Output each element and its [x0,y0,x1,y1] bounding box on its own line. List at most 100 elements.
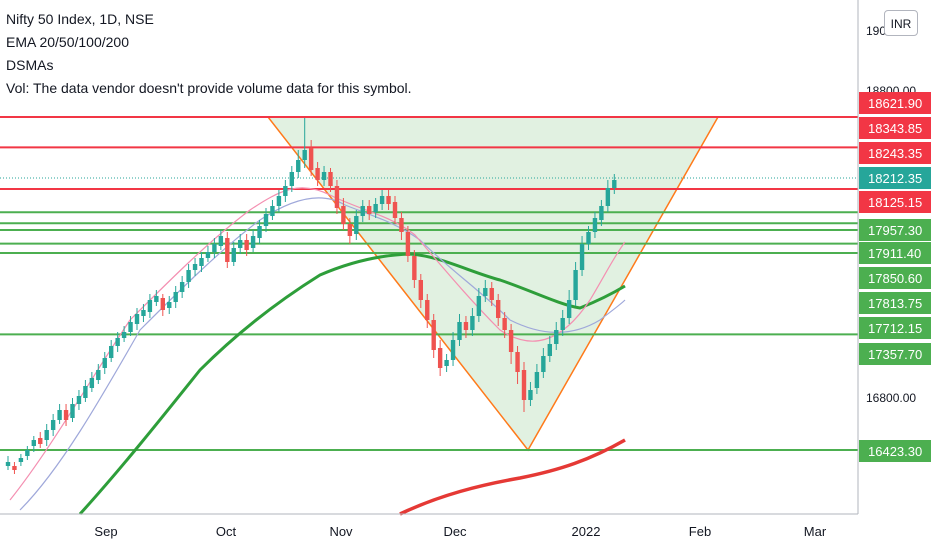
candle-body [605,188,611,206]
candle-body [225,238,230,262]
candle-body [302,150,307,160]
red-price-tag: 18343.85 [868,121,922,136]
candle-body [612,180,617,188]
red-price-tag-bg [859,142,931,164]
currency-button[interactable]: INR [884,10,918,36]
x-tick-label: Oct [216,524,237,539]
horizontal-levels [0,116,858,451]
x-tick-label: Nov [329,524,353,539]
green-price-tag-bg [859,440,931,462]
candle-body [179,282,185,292]
candle-body [521,370,527,400]
current-price-tag-bg [859,167,931,189]
candle-body [367,206,372,214]
candle-body [496,300,501,318]
x-tick-label: 2022 [572,524,601,539]
legend: Nifty 50 Index, 1D, NSE EMA 20/50/100/20… [6,8,412,100]
candle-body [12,466,17,470]
x-tick-label: Sep [94,524,117,539]
candle-body [566,300,572,318]
candle-body [173,292,178,302]
candle-body [437,348,443,368]
candle-body [431,320,436,350]
green-price-tag-bg [859,343,931,365]
candle-body [541,356,546,372]
candle-body [141,310,146,316]
x-tick-label: Feb [689,524,711,539]
candle-body [444,360,449,366]
candle-body [250,236,256,248]
candle-body [289,172,294,186]
candle-body [134,314,140,324]
candle-body [154,296,159,302]
legend-ema[interactable]: EMA 20/50/100/200 [6,34,129,50]
candle-body [270,206,275,216]
candle-body [508,330,514,352]
candle-body [502,318,507,330]
candle-body [418,280,423,300]
candle-body [212,244,217,252]
red-price-tag-bg [859,191,931,213]
candle-body [218,236,224,246]
legend-symbol[interactable]: Nifty 50 Index, 1D, NSE [6,11,154,27]
candle-body [186,270,191,282]
candle-body [386,196,391,204]
candle-body [373,204,378,212]
green-price-tag-bg [859,219,931,241]
ema-200-line [399,438,626,516]
candle-body [89,378,95,388]
current-price-tag: 18212.35 [868,171,922,186]
candle-body [392,202,398,218]
green-price-tag-bg [859,267,931,289]
candle-body [128,322,133,332]
green-price-tag-bg [859,292,931,314]
candle-body [399,218,404,232]
candle-body [147,300,153,312]
candle-body [554,330,559,344]
candle-body [102,358,107,368]
candle-body [50,420,56,430]
triangle-pattern [266,116,720,452]
green-price-tag-bg [859,317,931,339]
candle-body [489,288,494,300]
candle-body [257,226,262,238]
triangle-pattern-shape [266,116,720,452]
candle-body [238,240,243,248]
candle-body [334,186,340,208]
candle-body [360,206,365,216]
candle-body [476,296,482,316]
candle-body [405,232,411,256]
red-price-tag: 18243.35 [868,146,922,161]
candle-body [205,252,211,258]
candle-body [347,224,353,236]
x-tick-label: Mar [804,524,827,539]
candle-body [379,196,385,204]
candle-body [328,172,333,186]
candle-body [450,340,456,360]
y-tick-label: 16800.00 [866,391,916,405]
candle-body [115,338,120,346]
green-price-tag: 17957.30 [868,223,922,238]
legend-volume[interactable]: Vol: The data vendor doesn't provide vol… [6,80,412,96]
candle-body [160,298,165,310]
candle-body [315,168,320,180]
green-price-tag: 17911.40 [868,246,921,261]
candle-body [109,346,114,358]
legend-dsma[interactable]: DSMAs [6,57,54,73]
red-price-tag: 18125.15 [868,195,922,210]
candle-body [121,332,127,338]
green-price-tag: 17712.15 [868,321,922,336]
candle-body [231,248,236,262]
candle-body [321,172,327,180]
green-price-tag: 17813.75 [868,296,922,311]
candle-body [592,218,598,232]
candle-body [44,430,49,440]
green-price-tag: 17357.70 [868,347,922,362]
candle-body [5,462,11,466]
candle-body [192,264,198,270]
candle-body [18,458,24,462]
candle-body [83,386,88,398]
candle-body [463,322,469,330]
candle-body [515,352,520,372]
candle-body [276,196,282,206]
